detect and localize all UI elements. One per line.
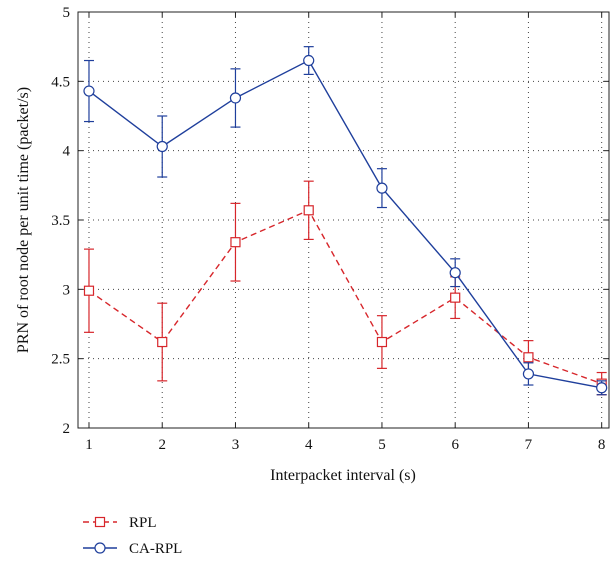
x-axis-title: Interpacket interval (s) — [270, 467, 416, 484]
grid — [78, 12, 609, 428]
data-point — [303, 205, 314, 216]
data-point — [522, 368, 535, 380]
ticks: 1 2 3 4 5 6 7 822.533.544.55 — [51, 5, 609, 453]
y-tick-label: 5 — [63, 5, 71, 21]
data-point — [450, 292, 461, 303]
y-tick-label: 3.5 — [51, 213, 70, 229]
y-tick-label: 4 — [63, 144, 71, 160]
x-tick-label: 8 — [598, 437, 606, 453]
x-tick-label: 4 — [305, 437, 313, 453]
data-point — [83, 85, 95, 97]
data-point — [230, 237, 241, 248]
x-tick-label: 1 — [85, 437, 93, 453]
series-line — [88, 59, 602, 389]
legend-label-ca-rpl: CA-RPL — [129, 541, 182, 557]
data-point — [83, 285, 95, 296]
y-tick-label: 3 — [63, 282, 71, 298]
y-tick-label: 4.5 — [51, 74, 70, 90]
legend-marker-ca-rpl — [94, 542, 106, 554]
data-point — [156, 140, 168, 153]
x-tick-label: 6 — [451, 437, 459, 453]
series-line — [88, 209, 602, 385]
x-tick-label: 7 — [525, 437, 533, 453]
legend-marker-rpl — [94, 516, 106, 528]
series — [83, 46, 608, 396]
data-point — [449, 267, 461, 279]
legend-label-rpl: RPL — [129, 515, 157, 531]
data-point — [596, 382, 608, 394]
x-tick-label: 5 — [378, 437, 386, 453]
data-point — [157, 336, 168, 348]
data-point — [376, 336, 388, 348]
y-tick-label: 2 — [63, 421, 71, 437]
data-point — [229, 92, 242, 104]
data-point — [376, 182, 388, 194]
data-point — [523, 352, 534, 363]
y-tick-label: 2.5 — [51, 352, 70, 368]
x-tick-label: 3 — [232, 437, 240, 453]
x-tick-label: 2 — [158, 437, 166, 453]
data-point — [303, 54, 315, 67]
series-ca-rpl — [83, 46, 608, 396]
legend: RPL CA-RPL — [83, 515, 182, 557]
y-axis-title: PRN of root node per unit time (packet/s… — [15, 87, 32, 353]
